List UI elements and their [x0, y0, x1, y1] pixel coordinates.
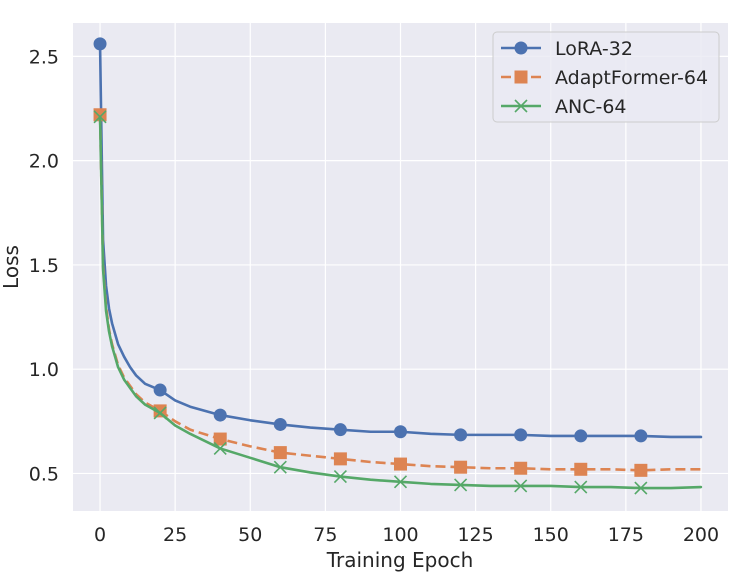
x-marker-stroke: [514, 99, 528, 113]
y-tick-label: 2.0: [29, 151, 59, 173]
marker-lora-32: [333, 423, 347, 437]
marker-anc-64: [213, 441, 227, 456]
marker-anc-64: [634, 481, 648, 495]
legend-label-lora-32: LoRA-32: [555, 38, 633, 60]
x-marker-stroke: [273, 460, 287, 474]
series-lora-32: [93, 37, 703, 443]
y-tick-labels: 0.5 1.0 1.5 2.0 2.5: [29, 46, 59, 485]
x-tick-labels: 0 25 50 75 100 125 150 175 200: [94, 524, 719, 546]
marker-anc-64: [153, 406, 167, 420]
x-tick-label: 50: [238, 524, 262, 546]
x-marker-stroke: [213, 441, 227, 456]
x-marker-stroke: [514, 479, 528, 493]
y-axis-label: Loss: [0, 245, 23, 289]
marker-lora-32: [574, 429, 588, 443]
y-tick-label: 1.5: [29, 255, 59, 277]
marker-adaptformer-64: [213, 432, 227, 446]
legend-label-anc-64: ANC-64: [555, 96, 627, 118]
x-tick-label: 150: [533, 524, 569, 546]
marker-anc-64: [574, 480, 588, 494]
x-tick-label: 200: [683, 524, 719, 546]
line-lora-32: [98, 42, 703, 439]
legend-marker-adaptformer-64: [514, 70, 528, 84]
x-marker-stroke: [333, 470, 347, 484]
legend-item-lora-32: LoRA-32: [501, 38, 633, 60]
marker-lora-32: [153, 383, 167, 397]
x-tick-label: 175: [608, 524, 644, 546]
marker-adaptformer-64: [454, 460, 468, 474]
series-anc-64: [93, 110, 703, 495]
x-marker-stroke: [634, 481, 648, 495]
series-layer: [93, 37, 703, 495]
marker-lora-32: [634, 429, 648, 443]
marker-anc-64: [393, 475, 408, 489]
legend: LoRA-32 AdaptFormer-64 ANC-64: [492, 31, 720, 123]
x-tick-label: 75: [313, 524, 337, 546]
marker-lora-32: [93, 37, 107, 51]
x-tick-label: 25: [163, 524, 187, 546]
y-tick-label: 1.0: [29, 359, 59, 381]
x-tick-label: 100: [382, 524, 418, 546]
x-axis-label: Training Epoch: [326, 548, 474, 572]
x-marker-stroke: [393, 475, 408, 489]
x-marker-stroke: [574, 480, 588, 494]
legend-box: [492, 31, 720, 123]
x-marker-stroke: [454, 478, 468, 492]
marker-adaptformer-64: [514, 461, 528, 475]
legend-marker-anc-64: [514, 99, 528, 113]
legend-label-adaptformer-64: AdaptFormer-64: [555, 67, 708, 89]
marker-lora-32: [213, 408, 227, 422]
x-marker-stroke: [93, 110, 107, 124]
marker-anc-64: [454, 478, 468, 492]
marker-lora-32: [514, 428, 528, 442]
marker-anc-64: [273, 460, 287, 474]
x-tick-label: 0: [94, 524, 106, 546]
marker-anc-64: [333, 470, 347, 484]
line-anc-64: [98, 115, 703, 490]
y-tick-label: 2.5: [29, 46, 59, 68]
marker-anc-64: [93, 110, 107, 124]
legend-item-anc-64: ANC-64: [501, 96, 627, 118]
marker-anc-64: [514, 479, 528, 493]
marker-adaptformer-64: [394, 457, 407, 471]
y-tick-label: 0.5: [29, 463, 59, 485]
legend-item-adaptformer-64: AdaptFormer-64: [501, 67, 708, 89]
marker-adaptformer-64: [273, 446, 287, 460]
marker-lora-32: [273, 417, 287, 431]
marker-adaptformer-64: [574, 462, 588, 476]
x-tick-label: 125: [457, 524, 493, 546]
marker-adaptformer-64: [93, 108, 107, 122]
marker-lora-32: [394, 425, 407, 439]
marker-adaptformer-64: [634, 463, 648, 477]
marker-adaptformer-64: [333, 452, 347, 466]
marker-lora-32: [454, 428, 468, 442]
legend-marker-lora-32: [514, 41, 528, 55]
x-marker-stroke: [153, 406, 167, 420]
